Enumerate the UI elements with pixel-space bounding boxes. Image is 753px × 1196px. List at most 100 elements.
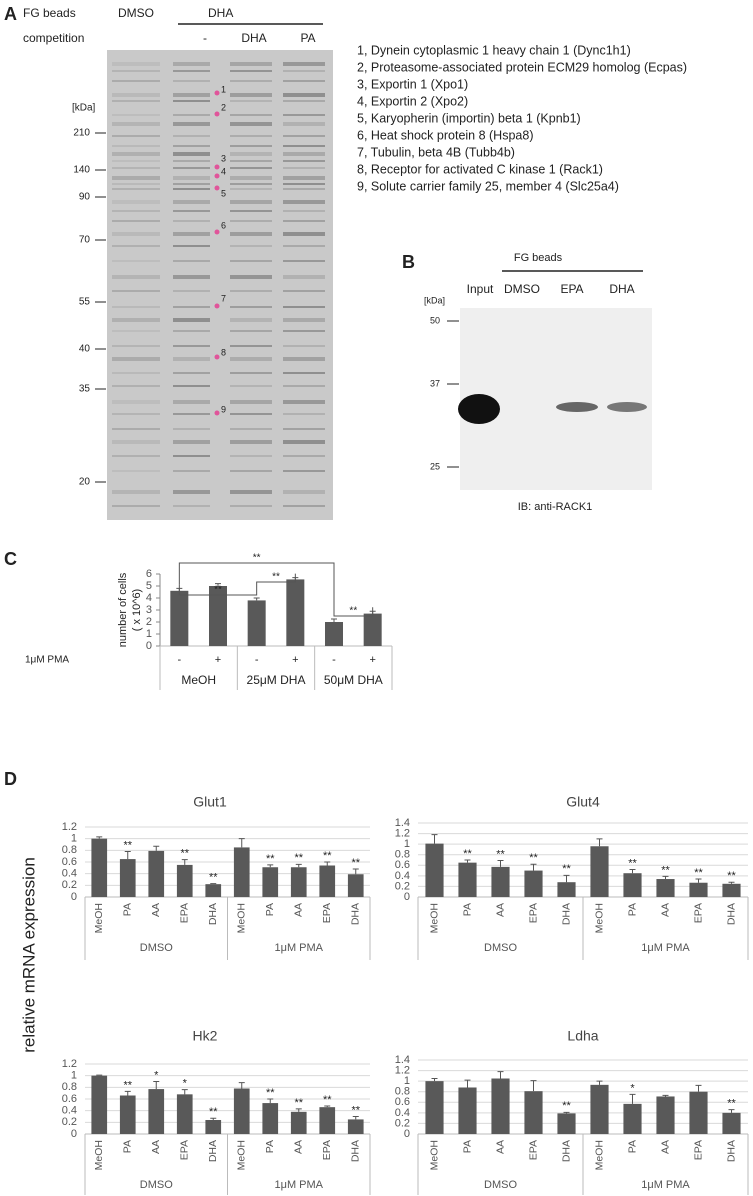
bar (119, 859, 136, 897)
gel-band (230, 413, 272, 415)
gel-band (230, 318, 272, 322)
gel-band (112, 330, 160, 332)
y-tick-label: 0.8 (395, 1086, 410, 1098)
y-tick-label: 3 (146, 604, 152, 616)
gel-band (230, 275, 272, 279)
gel-band (173, 490, 210, 494)
bar (290, 867, 307, 897)
marker-label: 210 (73, 128, 90, 139)
marker-label: 70 (79, 235, 91, 246)
bar (233, 1088, 250, 1134)
gel-band (173, 93, 210, 97)
x-tick-label: DHA (207, 903, 219, 925)
gel-band (173, 290, 210, 292)
bar (148, 1089, 165, 1134)
gel-band (173, 413, 210, 415)
significance: ** (272, 572, 280, 583)
gel-band (230, 167, 272, 169)
marker-label: 37 (430, 378, 440, 388)
significance-bracket (256, 573, 296, 594)
y-tick-label: 0.6 (395, 859, 410, 871)
error-bar (124, 851, 131, 860)
band-dot (214, 185, 220, 191)
y-axis-label: number of cells (117, 572, 129, 647)
y-tick-label: 0.4 (62, 1105, 77, 1117)
gel-band (173, 318, 210, 322)
gel-band (173, 260, 210, 262)
unit-label: [kDa] (72, 103, 96, 114)
gel-band (283, 455, 325, 457)
gel-band (173, 245, 210, 247)
bar (491, 866, 510, 897)
y-tick-label: 0.2 (395, 880, 410, 892)
gel-band (112, 70, 160, 72)
gel-band (230, 176, 272, 180)
gel-band (112, 188, 160, 190)
x-tick-label: DHA (560, 903, 572, 925)
gel-band (230, 245, 272, 247)
marker-label: 55 (79, 297, 91, 308)
gel-band (230, 62, 272, 66)
chart-title: Hk2 (193, 1028, 218, 1044)
chart-title: Glut4 (566, 794, 600, 810)
gel-band (173, 210, 210, 212)
x-tick-label: EPA (179, 903, 191, 923)
gel-band (283, 470, 325, 472)
group-label: 1μM PMA (641, 1179, 690, 1191)
gel-band (112, 440, 160, 444)
gel-band (283, 152, 325, 156)
gel-band (112, 152, 160, 156)
error-bar (352, 868, 359, 875)
protein: 5, Karyopherin (importin) beta 1 (Kpnb1) (357, 111, 581, 125)
gel-band (283, 260, 325, 262)
significance: ** (562, 1100, 571, 1112)
protein: 2, Proteasome-associated protein ECM29 h… (357, 60, 687, 74)
gel-band (112, 93, 160, 97)
gel-band (283, 114, 325, 116)
x-tick-label: - (255, 654, 259, 666)
lane-label: Input (467, 282, 494, 296)
y-tick-label: 1 (71, 1070, 77, 1082)
y-tick-label: 0 (71, 891, 77, 903)
error-bar (464, 1079, 471, 1088)
gel-band (173, 220, 210, 222)
y-tick-label: 0.8 (395, 849, 410, 861)
gel-band (112, 100, 160, 102)
y-tick-label: 0.6 (62, 856, 77, 868)
bar (689, 1091, 708, 1134)
protein: 1, Dynein cytoplasmic 1 heavy chain 1 (D… (357, 43, 631, 57)
group-label: DMSO (484, 942, 517, 954)
error-bar (124, 1090, 131, 1096)
bar (656, 1096, 675, 1134)
gel-band (112, 167, 160, 169)
significance: ** (266, 1087, 275, 1099)
group-label: DMSO (484, 1179, 517, 1191)
x-tick-label: MeOH (236, 1140, 248, 1170)
gel-band (283, 210, 325, 212)
gel-band (283, 232, 325, 236)
significance: ** (529, 852, 538, 864)
gel-band (173, 62, 210, 66)
y-axis-label: relative mRNA expression (19, 857, 38, 1053)
gel-band (112, 318, 160, 322)
bar (623, 873, 642, 897)
y-tick-label: 2 (146, 616, 152, 628)
gel-band (283, 176, 325, 180)
x-tick-label: AA (659, 903, 671, 917)
band-dot (214, 303, 220, 309)
band-dot (214, 229, 220, 235)
x-tick-label: DHA (560, 1140, 572, 1162)
band-label: 5 (221, 188, 226, 198)
gel-band (112, 372, 160, 374)
error-bar (728, 881, 735, 884)
gel-band (112, 470, 160, 472)
gel-band (283, 440, 325, 444)
gel-band (283, 413, 325, 415)
error-bar (596, 1080, 603, 1085)
x-tick-label: MeOH (428, 1140, 440, 1170)
gel-band (173, 275, 210, 279)
error-bar (215, 583, 221, 586)
y-tick-label: 1 (146, 628, 152, 640)
gel-band (173, 400, 210, 404)
y-tick-label: 0.8 (62, 844, 77, 856)
